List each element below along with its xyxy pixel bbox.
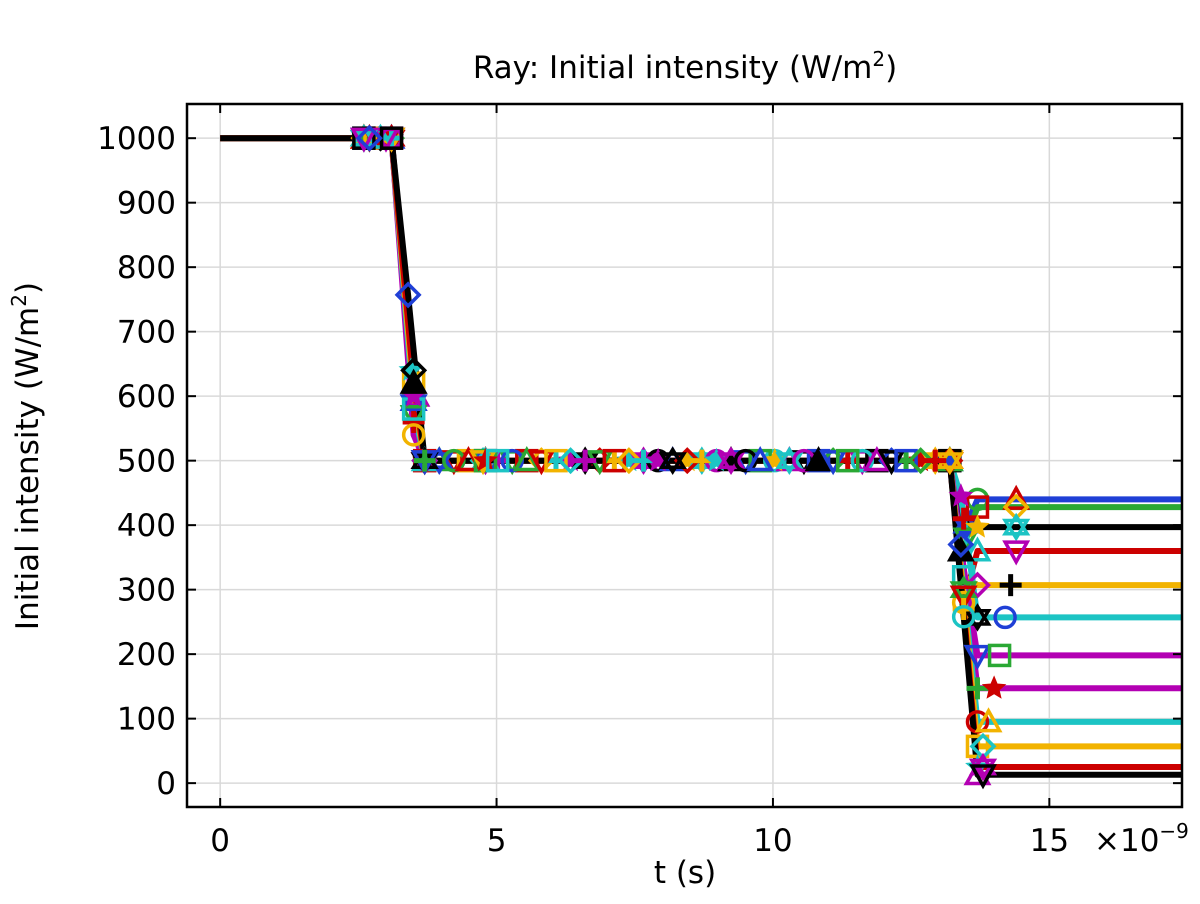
data-point-marker xyxy=(746,446,775,472)
y-axis-label: Initial intensity (W/m2) xyxy=(7,282,46,630)
data-point-marker xyxy=(355,124,383,152)
series-line xyxy=(220,135,1182,542)
data-point-marker xyxy=(987,643,1012,668)
data-point-marker xyxy=(963,644,992,671)
data-point-marker xyxy=(658,452,687,475)
data-point-marker xyxy=(947,531,975,558)
data-point-marker xyxy=(557,447,585,475)
data-point-marker xyxy=(658,446,687,470)
y-tick-label: 1000 xyxy=(97,121,176,157)
y-tick-label: 600 xyxy=(117,379,176,415)
series-markers xyxy=(349,123,1031,790)
series-line xyxy=(220,135,1182,589)
data-point-marker xyxy=(399,368,428,394)
grid xyxy=(187,104,1182,807)
data-point-marker xyxy=(835,448,860,473)
data-point-marker xyxy=(963,760,992,786)
y-tick-label: 700 xyxy=(117,315,176,351)
x-axis-label: t (s) xyxy=(654,855,716,891)
data-point-marker xyxy=(894,448,918,473)
data-point-marker xyxy=(981,675,1007,699)
data-point-marker xyxy=(602,448,627,473)
data-point-marker xyxy=(993,605,1017,630)
data-point-marker xyxy=(974,707,1003,733)
data-point-marker xyxy=(1002,540,1031,566)
data-point-marker xyxy=(949,585,978,611)
plot-frame xyxy=(185,102,1184,809)
x-tick-label: 5 xyxy=(487,823,507,859)
data-point-marker xyxy=(804,446,833,472)
data-point-marker xyxy=(473,447,498,472)
data-point-marker xyxy=(907,447,935,475)
data-point-marker xyxy=(1002,518,1031,542)
data-point-marker xyxy=(969,764,997,790)
y-tick-label: 500 xyxy=(117,444,176,480)
x-tick-label: 15 xyxy=(1030,823,1069,859)
data-point-marker xyxy=(963,536,992,562)
y-tick-label: 400 xyxy=(117,508,176,544)
data-point-marker xyxy=(394,281,422,309)
data-point-marker xyxy=(615,447,643,475)
y-tick-label: 800 xyxy=(117,250,176,286)
data-point-marker xyxy=(965,514,990,538)
y-tick-label: 0 xyxy=(156,766,176,802)
data-point-marker xyxy=(399,404,428,431)
data-point-marker xyxy=(951,604,976,629)
y-tick-label: 200 xyxy=(117,637,176,673)
chart-title: Ray: Initial intensity (W/m2) xyxy=(473,47,897,86)
y-tick-label: 300 xyxy=(117,573,176,609)
data-point-marker xyxy=(485,448,510,473)
data-point-marker xyxy=(401,423,426,447)
data-point-marker xyxy=(968,758,998,782)
data-point-marker xyxy=(544,448,568,473)
data-point-marker xyxy=(862,446,891,472)
series-line xyxy=(220,135,1182,692)
series-line xyxy=(220,135,1182,606)
y-tick-label: 100 xyxy=(117,702,176,738)
data-point-marker xyxy=(512,446,541,472)
x-tick-label: 10 xyxy=(753,823,792,859)
data-point-marker xyxy=(948,483,974,507)
data-point-marker xyxy=(1002,512,1031,536)
axis-ticks: 0 5 10 15 0 100 200 300 400 500 600 700 800 900 1000 xyxy=(97,104,1182,859)
series-line xyxy=(220,135,1182,621)
data-point-marker xyxy=(1002,484,1031,510)
series-line xyxy=(220,135,1182,725)
x-tick-label: 0 xyxy=(210,823,230,859)
y-tick-label: 900 xyxy=(117,186,176,222)
data-point-marker xyxy=(949,581,978,604)
x-axis-multiplier: ×10−9 xyxy=(1094,819,1189,859)
